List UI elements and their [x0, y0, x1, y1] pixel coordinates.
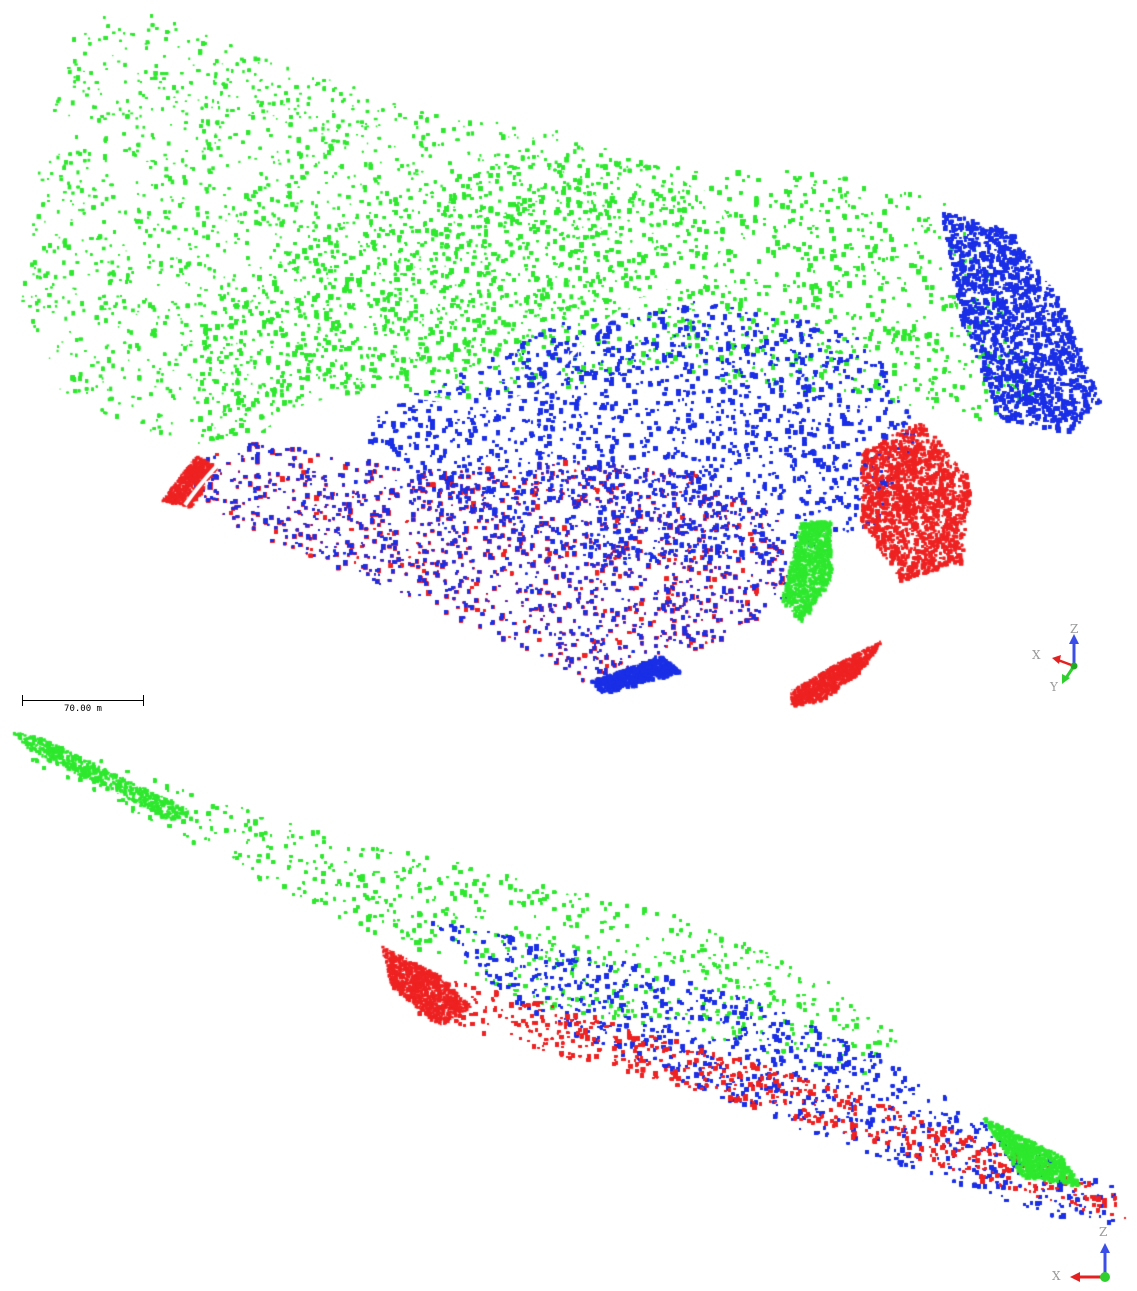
axis-triad-side: Z X	[1040, 1209, 1120, 1287]
point-cloud-viewport-top[interactable]: Z X Y 70.00 m	[0, 0, 1137, 715]
scale-bar-label: 70.00 m	[64, 704, 102, 714]
point-cloud-viewport-side[interactable]: Z X	[0, 715, 1137, 1291]
scale-bar: 70.00 m	[22, 692, 144, 715]
axis-triad-side-icon	[1070, 1243, 1110, 1282]
scale-bar-line	[22, 700, 144, 701]
axis-y-label: Y	[1050, 680, 1058, 694]
point-cloud-side-render[interactable]	[0, 715, 1137, 1291]
scale-bar-tick-right	[143, 695, 144, 706]
axis-triad-top: Z X Y	[1028, 622, 1098, 694]
axis-z-label-side: Z	[1099, 1225, 1108, 1239]
point-cloud-top-render[interactable]	[0, 0, 1137, 715]
axis-triad-top-icon	[1052, 634, 1079, 684]
axis-z-label: Z	[1070, 622, 1079, 636]
scale-bar-tick-left	[22, 695, 23, 706]
axis-x-label-side: X	[1052, 1269, 1061, 1283]
axis-x-label: X	[1032, 648, 1041, 662]
